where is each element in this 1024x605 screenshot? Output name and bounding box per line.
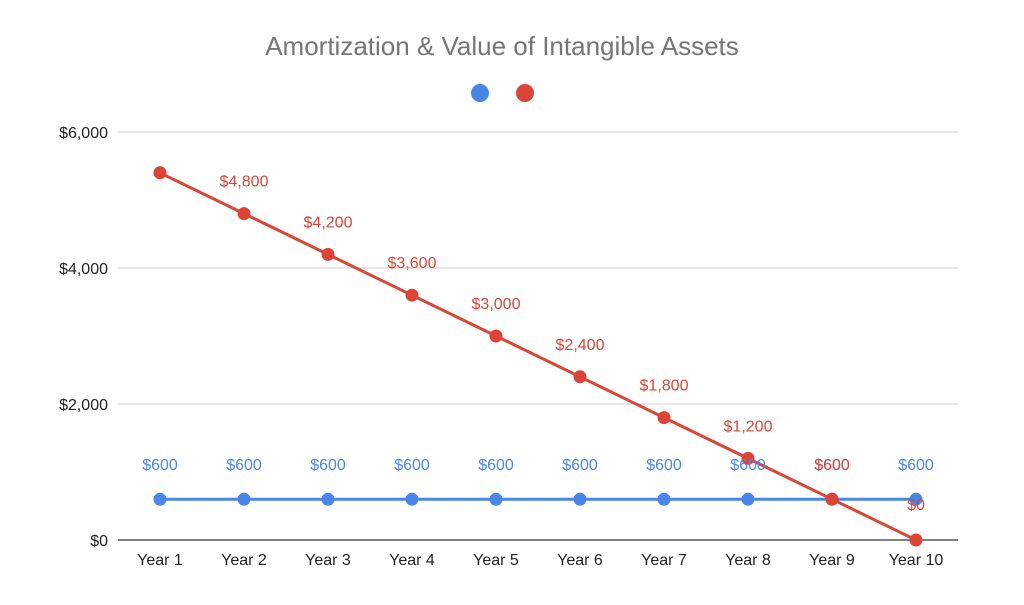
series-layer <box>153 166 923 547</box>
chart-title: Amortization & Value of Intangible Asset… <box>265 31 739 61</box>
data-label: $1,200 <box>724 418 773 435</box>
x-axis: Year 1 Year 2 Year 3 Year 4 Year 5 Year 6 Year… <box>137 552 943 569</box>
data-label: $600 <box>226 457 262 474</box>
data-point <box>237 207 251 221</box>
data-point <box>657 492 671 506</box>
data-label: $600 <box>310 457 346 474</box>
data-point <box>573 492 587 506</box>
data-point <box>657 411 671 425</box>
data-point <box>405 288 419 302</box>
series-line <box>159 171 917 542</box>
legend-marker-1 <box>471 84 489 102</box>
data-label: $3,000 <box>472 296 521 313</box>
data-label: $600 <box>646 457 682 474</box>
x-tick-label: Year 2 <box>221 552 267 569</box>
series-2 <box>153 166 923 547</box>
data-point <box>741 451 755 465</box>
data-label: $600 <box>478 457 514 474</box>
data-label: $2,400 <box>556 337 605 354</box>
data-label: $3,600 <box>388 255 437 272</box>
data-point <box>825 492 839 506</box>
x-tick-label: Year 8 <box>725 552 771 569</box>
data-label: $600 <box>142 457 178 474</box>
x-tick-label: Year 6 <box>557 552 603 569</box>
data-point <box>153 492 167 506</box>
data-point <box>153 166 167 180</box>
data-label: $600 <box>394 457 430 474</box>
data-labels: $600 $600 $600 $600 $600 $600 $600 $600 $600 $600… <box>142 174 934 514</box>
x-tick-label: Year 10 <box>889 552 944 569</box>
legend-marker-2 <box>516 84 534 102</box>
data-label: $600 <box>730 457 766 474</box>
data-label: $600 <box>562 457 598 474</box>
data-point <box>909 533 923 547</box>
data-label: $600 <box>898 457 934 474</box>
data-label: $4,800 <box>220 174 269 191</box>
x-tick-label: Year 9 <box>809 552 855 569</box>
data-point <box>237 492 251 506</box>
data-point <box>489 492 503 506</box>
data-label: $4,200 <box>304 214 353 231</box>
data-point <box>321 247 335 261</box>
y-tick-label: $6,000 <box>59 125 108 142</box>
y-tick-label: $4,000 <box>59 261 108 278</box>
y-axis: $0 $2,000 $4,000 $6,000 <box>59 125 108 550</box>
data-point <box>489 329 503 343</box>
data-label: $600 <box>814 457 850 474</box>
gridlines <box>118 131 958 541</box>
data-point <box>573 370 587 384</box>
data-label: $600 <box>814 457 850 474</box>
x-tick-label: Year 3 <box>305 552 351 569</box>
x-tick-label: Year 7 <box>641 552 687 569</box>
data-label: $1,800 <box>640 378 689 395</box>
data-point <box>909 492 923 506</box>
data-point <box>405 492 419 506</box>
data-label: $0 <box>907 497 925 514</box>
data-point <box>321 492 335 506</box>
x-tick-label: Year 5 <box>473 552 519 569</box>
x-tick-label: Year 4 <box>389 552 435 569</box>
x-tick-label: Year 1 <box>137 552 183 569</box>
series-1 <box>153 492 923 506</box>
y-tick-label: $2,000 <box>59 397 108 414</box>
data-point <box>741 492 755 506</box>
y-tick-label: $0 <box>90 533 108 550</box>
legend <box>471 84 534 102</box>
